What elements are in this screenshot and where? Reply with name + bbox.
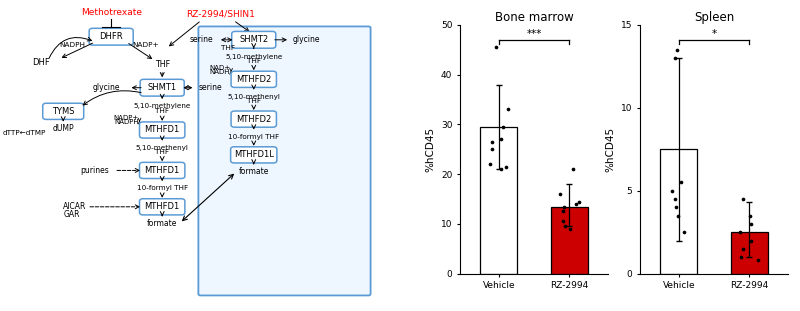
Text: NAD+: NAD+ (209, 65, 230, 71)
Point (557, 209, 570, 214)
Text: ***: *** (526, 29, 542, 39)
Text: 10-formyl THF: 10-formyl THF (228, 134, 279, 140)
Text: THF: THF (154, 60, 170, 69)
Text: THF: THF (246, 58, 261, 64)
Text: dTTP←dTMP: dTTP←dTMP (2, 130, 46, 136)
Point (734, 255, 747, 260)
Bar (551, 207, 587, 274)
Point (572, 199, 585, 204)
Point (554, 192, 566, 197)
Point (559, 224, 572, 229)
Text: MTHFD2: MTHFD2 (236, 75, 271, 84)
FancyBboxPatch shape (89, 28, 133, 45)
Text: MTHFD1L: MTHFD1L (234, 151, 274, 159)
Bar (481, 127, 517, 274)
Text: serine: serine (198, 83, 222, 92)
FancyBboxPatch shape (231, 111, 277, 127)
Point (671, 213, 684, 218)
Text: 10-formyl THF: 10-formyl THF (137, 185, 188, 192)
Point (567, 167, 580, 172)
Text: *: * (711, 29, 717, 39)
Point (502, 107, 514, 112)
Text: MTHFD1: MTHFD1 (145, 126, 180, 134)
Text: SHMT2: SHMT2 (239, 35, 268, 44)
Text: glycine: glycine (293, 35, 321, 44)
Point (494, 167, 507, 172)
Y-axis label: %hCD45: %hCD45 (606, 127, 615, 172)
Text: formate: formate (147, 219, 178, 228)
Text: THF: THF (246, 98, 261, 104)
FancyBboxPatch shape (139, 199, 185, 215)
Text: GAR: GAR (63, 210, 80, 219)
Bar (661, 149, 697, 274)
Point (670, 205, 682, 210)
Point (668, 197, 681, 202)
Text: 5,10-methylene: 5,10-methylene (134, 103, 191, 109)
Point (668, 56, 681, 61)
FancyBboxPatch shape (140, 79, 184, 96)
Point (736, 246, 749, 251)
Text: Methotrexate: Methotrexate (81, 8, 142, 17)
Text: AICAR: AICAR (63, 202, 86, 211)
FancyBboxPatch shape (230, 147, 277, 163)
Text: SHMT1: SHMT1 (148, 83, 177, 92)
Text: RZ-2994/SHIN1: RZ-2994/SHIN1 (186, 10, 254, 18)
Point (497, 124, 510, 129)
Text: NADH: NADH (210, 69, 230, 75)
Point (557, 204, 570, 209)
FancyBboxPatch shape (231, 71, 277, 87)
Text: MTHFD2: MTHFD2 (236, 115, 271, 123)
Point (671, 47, 684, 52)
Point (674, 180, 687, 185)
Text: purines: purines (80, 166, 109, 175)
Text: MTHFD1: MTHFD1 (145, 166, 180, 175)
Text: MTHFD1: MTHFD1 (145, 202, 180, 211)
Title: Spleen: Spleen (694, 11, 734, 24)
Point (484, 162, 497, 167)
Bar (731, 232, 767, 274)
FancyBboxPatch shape (42, 103, 84, 119)
Point (745, 238, 758, 243)
Text: glycine: glycine (93, 83, 120, 92)
Text: DHF: DHF (33, 58, 50, 67)
Text: 5,10-methenyl: 5,10-methenyl (227, 94, 280, 100)
Point (557, 219, 570, 224)
Text: 5,10-methenyl: 5,10-methenyl (136, 145, 189, 151)
Text: THF: THF (221, 45, 234, 51)
Point (486, 139, 498, 144)
Y-axis label: %hCD45: %hCD45 (426, 127, 435, 172)
Text: formate: formate (238, 167, 269, 176)
Point (494, 137, 507, 142)
Point (745, 221, 758, 226)
Title: Bone marrow: Bone marrow (494, 11, 574, 24)
Point (499, 164, 512, 169)
FancyBboxPatch shape (232, 31, 276, 48)
Point (666, 188, 678, 193)
Text: THF: THF (155, 149, 169, 156)
Point (490, 45, 502, 50)
Point (743, 213, 756, 218)
Text: dUMP: dUMP (53, 124, 74, 132)
FancyBboxPatch shape (139, 162, 185, 179)
Text: serine: serine (189, 35, 213, 44)
Text: NADP+: NADP+ (133, 42, 159, 48)
Point (752, 258, 765, 263)
Text: TYMS: TYMS (52, 107, 74, 116)
Text: 5,10-methylene: 5,10-methylene (225, 53, 282, 60)
Text: THF: THF (155, 108, 169, 114)
Text: NADP+: NADP+ (114, 114, 138, 121)
Point (563, 226, 576, 231)
Text: NADPH: NADPH (59, 42, 85, 48)
Point (734, 230, 746, 235)
Point (486, 147, 498, 152)
Point (737, 197, 750, 202)
Text: DHFR: DHFR (99, 32, 123, 41)
Point (678, 230, 690, 235)
Point (570, 202, 582, 207)
FancyBboxPatch shape (139, 122, 185, 138)
FancyBboxPatch shape (198, 26, 370, 295)
Text: NADPH: NADPH (114, 119, 138, 125)
